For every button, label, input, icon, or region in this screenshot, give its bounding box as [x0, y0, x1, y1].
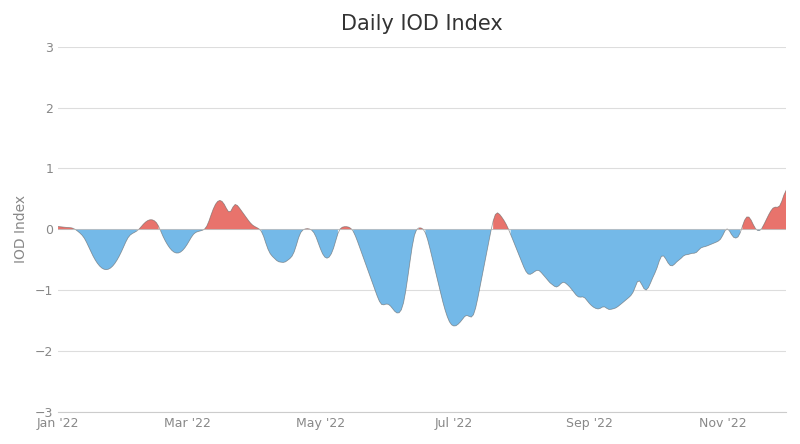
Title: Daily IOD Index: Daily IOD Index: [342, 14, 503, 34]
Y-axis label: IOD Index: IOD Index: [14, 195, 28, 263]
